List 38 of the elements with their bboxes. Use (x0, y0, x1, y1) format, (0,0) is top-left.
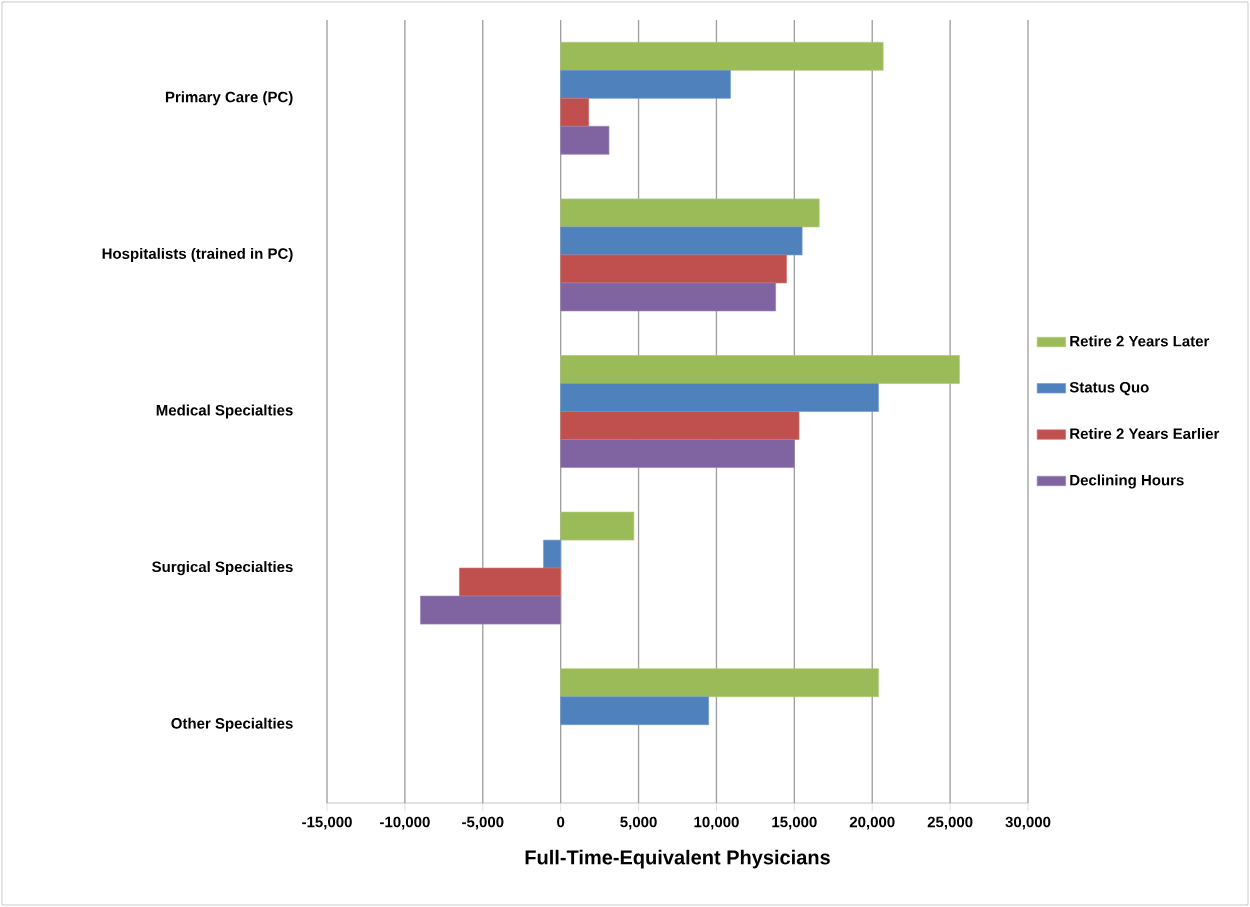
bar (560, 696, 709, 726)
x-tick-label: 10,000 (694, 816, 739, 830)
x-axis-title: Full-Time-Equivalent Physicians (525, 849, 830, 869)
y-tick-label: Hospitalists (trained in PC) (102, 247, 293, 262)
bar (560, 411, 800, 440)
legend-label: Retire 2 Years Later (1070, 335, 1210, 347)
bar (560, 198, 820, 228)
bar (420, 595, 562, 625)
legend-label: Status Quo (1069, 381, 1149, 396)
bar (560, 41, 884, 71)
x-tick-label: 15,000 (772, 816, 817, 830)
x-tick-label: 30,000 (1005, 816, 1051, 830)
x-tick-label: 25,000 (927, 816, 973, 830)
legend-label: Declining Hours (1070, 474, 1184, 489)
x-tick-label: 0 (557, 816, 565, 828)
bar (560, 668, 879, 698)
x-tick-label: 5,000 (620, 816, 657, 830)
bar (560, 254, 787, 284)
bar (560, 439, 795, 468)
bar (459, 567, 562, 597)
y-tick-label: Surgical Specialties (152, 561, 293, 576)
x-tick-label: 20,000 (849, 816, 895, 830)
legend-label: Retire 2 Years Earlier (1070, 427, 1220, 440)
y-tick-label: Primary Care (PC) (165, 91, 293, 106)
y-tick-label: Other Specialties (171, 717, 293, 732)
x-tick-label: -15,000 (302, 816, 352, 830)
bar (560, 226, 803, 256)
bar (560, 69, 731, 99)
bar (560, 125, 610, 155)
bar (560, 383, 879, 412)
bar (560, 511, 635, 541)
y-tick-label: Medical Specialties (156, 404, 293, 419)
bar (560, 97, 590, 127)
bar (560, 355, 960, 384)
x-tick-label: -10,000 (380, 816, 430, 830)
x-tick-label: -5,000 (462, 816, 504, 830)
bar (543, 539, 562, 569)
bar (560, 282, 776, 312)
